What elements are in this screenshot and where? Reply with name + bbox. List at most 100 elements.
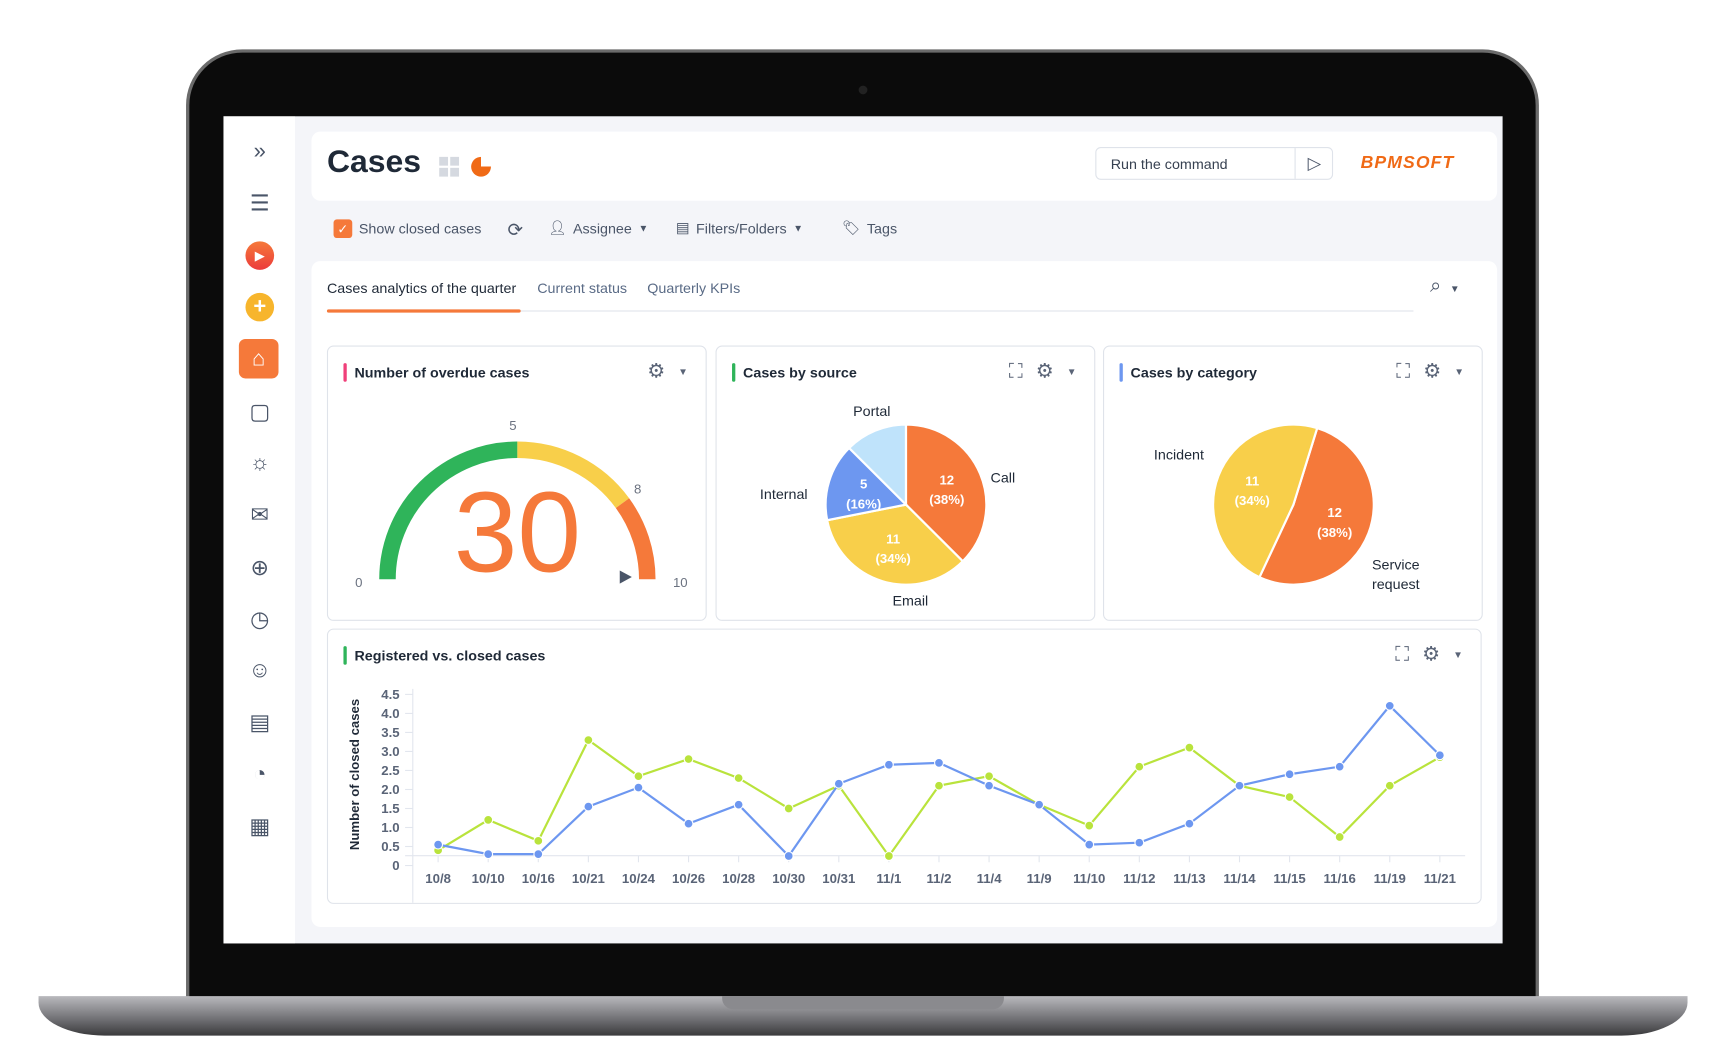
- slice-value: 12: [939, 472, 954, 487]
- command-input[interactable]: Run the command ▷: [1095, 146, 1334, 180]
- data-point: [934, 780, 944, 791]
- expand-icon[interactable]: »: [253, 138, 266, 163]
- slice-percent: (38%): [1317, 525, 1352, 540]
- y-tick-label: 2.5: [381, 763, 399, 778]
- process-icon[interactable]: ▶: [243, 239, 276, 272]
- menu-icon[interactable]: ☰: [249, 191, 270, 216]
- tab-analytics[interactable]: Cases analytics of the quarter: [326, 279, 517, 297]
- pie-icon[interactable]: ◔: [253, 761, 267, 787]
- grid-view-icon[interactable]: [439, 156, 460, 177]
- laptop-notch: [722, 996, 1004, 1010]
- expand-icon[interactable]: ⛶: [1395, 642, 1409, 665]
- chevron-down-icon[interactable]: ▼: [1453, 648, 1463, 660]
- slice-value: 5: [860, 477, 867, 492]
- chevron-down-icon[interactable]: ▼: [1454, 365, 1465, 377]
- chevron-down-icon: ▼: [638, 222, 649, 234]
- assignee-dropdown[interactable]: 👤︎ Assignee ▼: [548, 219, 648, 237]
- data-point: [1284, 769, 1295, 780]
- header-bar: Cases Run the command ▷ BPMSOFT: [311, 131, 1498, 201]
- slice-value: 11: [1245, 473, 1259, 488]
- widget-title: Cases by source: [743, 364, 857, 381]
- gauge-band: [517, 441, 630, 509]
- refresh-icon[interactable]: ⟳: [507, 219, 524, 241]
- expand-icon[interactable]: ⛶: [1008, 359, 1023, 382]
- calendar-icon[interactable]: ▦: [249, 814, 271, 839]
- show-closed-checkbox[interactable]: ✓ Show closed cases: [333, 219, 481, 239]
- widget-accent: [343, 646, 347, 665]
- data-point: [783, 851, 794, 861]
- gear-icon[interactable]: ⚙: [1035, 359, 1054, 382]
- slice-value: 12: [1327, 505, 1342, 520]
- x-tick-label: 11/4: [977, 871, 1003, 886]
- chevron-down-icon[interactable]: ▼: [1066, 365, 1077, 377]
- target-icon[interactable]: ⊕: [250, 555, 270, 580]
- idea-icon[interactable]: ☼: [249, 450, 270, 475]
- filters-label: Filters/Folders: [696, 219, 787, 237]
- document-icon[interactable]: ▤: [249, 710, 271, 735]
- add-icon[interactable]: +: [243, 291, 276, 324]
- widget-accent: [732, 363, 736, 382]
- data-point: [433, 839, 444, 850]
- slice-label: Call: [991, 471, 1016, 487]
- gauge-tick-label: 0: [355, 575, 362, 590]
- x-tick-label: 11/13: [1173, 871, 1205, 886]
- y-tick-label: 2.0: [381, 782, 399, 797]
- data-point: [1034, 799, 1045, 810]
- x-tick-label: 11/2: [926, 871, 951, 886]
- gauge-tick-label: 8: [634, 481, 641, 496]
- y-tick-label: 1.5: [381, 801, 399, 816]
- search-icon[interactable]: ⌕ ▼: [1429, 274, 1460, 297]
- overdue-widget: Number of overdue cases ⚙ ▼ 0 5 8 10 30: [326, 345, 707, 621]
- category-widget: Cases by category ⛶ ⚙ ▼ 12 (38%) Service requ…: [1103, 345, 1483, 621]
- slice-label: Portal: [853, 404, 890, 420]
- x-tick-label: 11/15: [1273, 871, 1305, 886]
- gear-icon[interactable]: ⚙: [1423, 359, 1442, 382]
- data-point: [984, 780, 995, 791]
- chevron-down-icon[interactable]: ▼: [678, 365, 688, 377]
- tabs-divider: [326, 310, 1414, 312]
- tab-current-status[interactable]: Current status: [537, 279, 628, 297]
- widget-accent: [1119, 363, 1123, 382]
- tab-quarterly-kpis[interactable]: Quarterly KPIs: [647, 279, 741, 297]
- pie-slice: [904, 423, 988, 563]
- page-title: Cases: [326, 144, 422, 180]
- sidebar: » ☰ ▶ + ⌂ ▢ ☼ ✉ ⊕ ◷ ☺ ▤ ◔ ▦: [223, 116, 296, 944]
- clock-icon[interactable]: ◷: [250, 607, 270, 632]
- users-icon[interactable]: ☺: [248, 657, 272, 682]
- gauge-band: [379, 441, 518, 580]
- y-tick-label: 1.0: [381, 820, 399, 835]
- y-tick-label: 0: [392, 858, 399, 873]
- data-point: [483, 814, 494, 825]
- x-tick-label: 10/24: [622, 871, 656, 886]
- data-point: [483, 849, 494, 860]
- data-point: [633, 771, 644, 782]
- pie-slice: [825, 503, 965, 586]
- contact-icon[interactable]: ▢: [249, 399, 271, 424]
- home-icon[interactable]: ⌂: [238, 338, 279, 379]
- data-point: [1434, 750, 1445, 761]
- gear-icon[interactable]: ⚙: [1422, 642, 1440, 665]
- expand-icon[interactable]: ⛶: [1396, 359, 1411, 382]
- mail-icon[interactable]: ✉: [250, 502, 270, 528]
- analytics-view-icon[interactable]: [471, 156, 491, 177]
- slice-label: Incident: [1154, 448, 1204, 464]
- gauge-band: [615, 498, 656, 580]
- x-tick-label: 11/19: [1374, 871, 1406, 886]
- user-icon: 👤︎: [548, 219, 567, 236]
- data-point: [1334, 832, 1345, 842]
- command-placeholder: Run the command: [1110, 155, 1228, 173]
- widget-title: Cases by category: [1130, 364, 1258, 381]
- checkbox-icon[interactable]: ✓: [333, 219, 353, 239]
- data-point: [783, 803, 794, 814]
- run-command-icon[interactable]: ▷: [1294, 148, 1334, 179]
- gear-icon[interactable]: ⚙: [647, 359, 665, 382]
- gauge-pointer-icon: [619, 570, 632, 584]
- x-tick-label: 11/14: [1223, 871, 1256, 886]
- data-point: [733, 773, 744, 784]
- tags-button[interactable]: 🏷︎ Tags: [842, 219, 897, 237]
- active-tab-indicator: [326, 309, 521, 313]
- filters-dropdown[interactable]: ▤ Filters/Folders ▼: [676, 219, 803, 237]
- data-point: [1384, 700, 1395, 711]
- x-tick-label: 10/21: [572, 871, 605, 886]
- widget-title: Registered vs. closed cases: [354, 647, 546, 664]
